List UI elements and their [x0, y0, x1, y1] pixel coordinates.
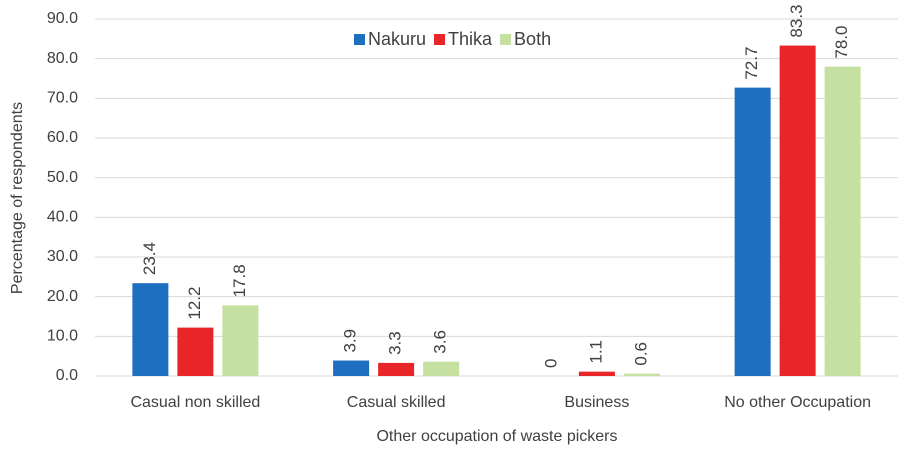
- bar: [623, 373, 660, 376]
- data-label: 3.6: [431, 330, 450, 354]
- bar: [222, 305, 259, 376]
- data-label: 17.8: [230, 264, 249, 297]
- y-tick-label: 0.0: [56, 367, 78, 384]
- bar: [132, 283, 169, 376]
- x-axis-title: Other occupation of waste pickers: [376, 428, 617, 445]
- legend-label: Both: [514, 29, 551, 49]
- bar: [177, 327, 214, 376]
- data-label: 78.0: [832, 26, 851, 59]
- y-tick-label: 80.0: [47, 50, 78, 67]
- x-tick-label: No other Occupation: [724, 394, 871, 411]
- data-label: 72.7: [742, 47, 761, 80]
- data-label: 12.2: [185, 287, 204, 320]
- y-tick-label: 30.0: [47, 248, 78, 265]
- bar: [423, 361, 460, 376]
- x-tick-label: Casual skilled: [347, 394, 446, 411]
- y-tick-label: 50.0: [47, 169, 78, 186]
- data-label: 3.9: [341, 329, 360, 353]
- y-axis-title: Percentage of respondents: [9, 102, 26, 294]
- bar: [333, 360, 370, 376]
- y-tick-label: 20.0: [47, 288, 78, 305]
- data-label: 1.1: [586, 340, 605, 364]
- bar: [378, 362, 415, 376]
- x-tick-label: Business: [564, 394, 629, 411]
- y-tick-label: 60.0: [47, 129, 78, 146]
- data-label: 23.4: [140, 242, 159, 275]
- legend-label: Nakuru: [368, 29, 426, 49]
- data-label: 3.3: [386, 331, 405, 355]
- y-tick-label: 40.0: [47, 209, 78, 226]
- data-label: 0.6: [631, 342, 650, 366]
- legend-swatch: [354, 34, 365, 45]
- legend-swatch: [434, 34, 446, 45]
- bar: [734, 87, 771, 376]
- bar: [824, 66, 861, 376]
- y-tick-label: 90.0: [47, 10, 78, 27]
- legend-label: Thika: [448, 29, 493, 49]
- bar: [779, 45, 816, 377]
- bar: [578, 371, 615, 376]
- legend-swatch: [500, 34, 512, 45]
- x-tick-label: Casual non skilled: [130, 394, 260, 411]
- data-label: 0: [541, 359, 560, 368]
- data-label: 83.3: [787, 4, 806, 37]
- y-tick-label: 10.0: [47, 328, 78, 345]
- y-tick-label: 70.0: [47, 90, 78, 107]
